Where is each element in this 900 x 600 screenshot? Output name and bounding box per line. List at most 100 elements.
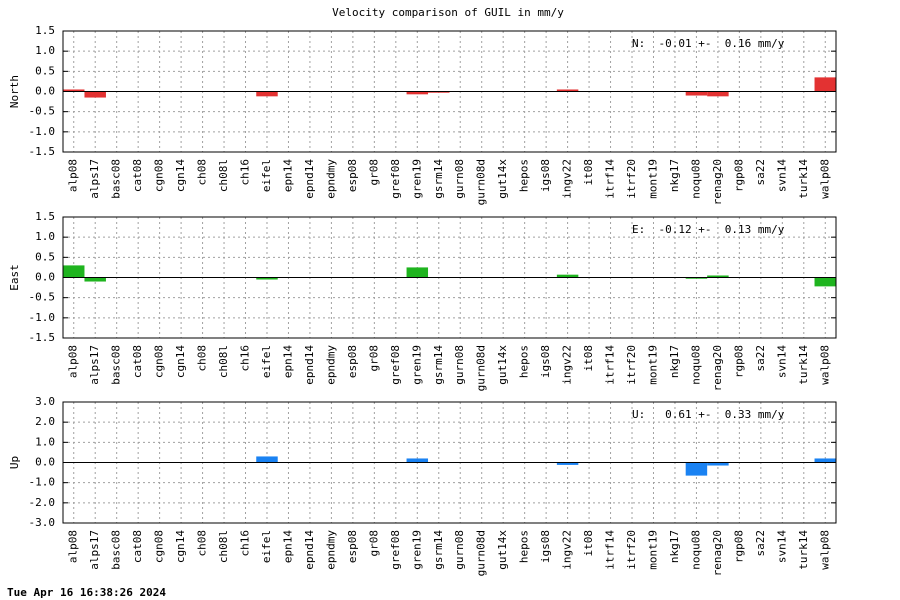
x-tick-label: gurn08d — [475, 530, 488, 576]
x-tick-label: turk14 — [797, 159, 810, 199]
x-tick-label: ch08 — [196, 345, 209, 372]
bar — [814, 458, 836, 463]
x-tick-label: gurn08 — [453, 159, 466, 199]
bar — [84, 277, 106, 282]
bar — [556, 274, 579, 278]
x-tick-label: svn14 — [775, 159, 788, 192]
x-tick-label: renag20 — [711, 530, 724, 576]
y-tick-label: -1.0 — [29, 311, 56, 324]
x-tick-label: alps17 — [88, 159, 101, 199]
x-tick-label: ingv22 — [561, 345, 574, 385]
x-tick-label: nkg17 — [668, 530, 681, 563]
bar — [707, 91, 729, 97]
bar — [256, 277, 278, 280]
x-tick-label: renag20 — [711, 159, 724, 205]
x-tick-label: sa22 — [754, 530, 767, 557]
x-tick-label: walp08 — [818, 530, 831, 570]
bar — [406, 91, 429, 95]
bar — [256, 456, 278, 463]
y-tick-label: -1.5 — [29, 145, 56, 158]
bar — [84, 91, 106, 98]
x-tick-label: cgn08 — [153, 530, 166, 563]
y-tick-label: -3.0 — [29, 516, 56, 529]
y-tick-label: 0.0 — [35, 271, 55, 284]
annotation: U: 0.61 +- 0.33 mm/y — [632, 408, 785, 421]
y-axis-label: Up — [8, 456, 21, 469]
x-tick-label: ch08l — [217, 159, 230, 192]
x-tick-label: gurn08d — [475, 159, 488, 205]
x-tick-label: ingv22 — [561, 530, 574, 570]
bar — [63, 89, 85, 92]
y-tick-label: 2.0 — [35, 415, 55, 428]
bar — [707, 275, 729, 278]
x-tick-label: eifel — [260, 530, 273, 563]
y-tick-label: -0.5 — [29, 291, 56, 304]
x-tick-label: ch16 — [239, 159, 252, 186]
y-tick-label: -0.5 — [29, 105, 56, 118]
x-tick-label: basc08 — [110, 345, 123, 385]
x-tick-label: gurn08d — [475, 345, 488, 391]
x-tick-label: alps17 — [88, 530, 101, 570]
x-tick-label: svn14 — [775, 530, 788, 563]
x-tick-label: ch16 — [239, 345, 252, 372]
x-tick-label: nkg17 — [668, 159, 681, 192]
x-tick-label: esp08 — [346, 530, 359, 563]
x-tick-label: gr08 — [367, 530, 380, 557]
bar — [428, 91, 450, 93]
x-tick-label: turk14 — [797, 345, 810, 385]
x-tick-label: itrf20 — [625, 530, 638, 570]
x-tick-label: gref08 — [389, 530, 402, 570]
x-tick-label: it08 — [582, 345, 595, 372]
x-tick-label: gurn08 — [453, 530, 466, 570]
x-tick-label: mont19 — [646, 159, 659, 199]
x-tick-label: ch08 — [196, 159, 209, 186]
x-tick-label: cgn14 — [174, 159, 187, 192]
y-tick-label: -1.0 — [29, 476, 56, 489]
x-tick-label: hepos — [518, 345, 531, 378]
footer-timestamp: Tue Apr 16 16:38:26 2024 — [7, 586, 166, 599]
x-tick-label: gsrm14 — [432, 345, 445, 385]
x-tick-label: cgn08 — [153, 345, 166, 378]
bar — [63, 265, 85, 278]
x-tick-label: gren19 — [410, 159, 423, 199]
x-tick-label: gr08 — [367, 345, 380, 372]
x-tick-label: gref08 — [389, 159, 402, 199]
x-tick-label: gurn08 — [453, 345, 466, 385]
x-tick-label: eifel — [260, 159, 273, 192]
x-tick-label: gref08 — [389, 345, 402, 385]
x-tick-label: itrf14 — [604, 345, 617, 385]
x-tick-label: epnd14 — [303, 345, 316, 385]
x-tick-label: gut14x — [496, 345, 509, 385]
x-tick-label: cgn14 — [174, 530, 187, 563]
x-tick-label: alp08 — [67, 345, 80, 378]
x-tick-label: noqu08 — [689, 159, 702, 199]
x-tick-label: hepos — [518, 530, 531, 563]
x-tick-label: ch08l — [217, 530, 230, 563]
x-tick-label: epndmy — [324, 530, 337, 570]
x-tick-label: rgp08 — [732, 159, 745, 192]
x-tick-label: noqu08 — [689, 345, 702, 385]
y-tick-label: 0.5 — [35, 64, 55, 77]
bar — [406, 267, 429, 278]
x-tick-label: gren19 — [410, 530, 423, 570]
x-tick-label: svn14 — [775, 345, 788, 378]
bar — [556, 89, 579, 92]
x-tick-label: cat08 — [131, 159, 144, 192]
x-tick-label: alps17 — [88, 345, 101, 385]
x-tick-label: ch16 — [239, 530, 252, 557]
x-tick-label: cgn08 — [153, 159, 166, 192]
annotation: N: -0.01 +- 0.16 mm/y — [632, 37, 785, 50]
x-tick-label: epnd14 — [303, 159, 316, 199]
x-tick-label: igs08 — [539, 530, 552, 563]
x-tick-label: cgn14 — [174, 345, 187, 378]
x-tick-label: ch08 — [196, 530, 209, 557]
x-tick-label: itrf14 — [604, 530, 617, 570]
x-tick-label: alp08 — [67, 159, 80, 192]
x-tick-label: igs08 — [539, 345, 552, 378]
x-tick-label: epn14 — [281, 530, 294, 563]
x-tick-label: cat08 — [131, 345, 144, 378]
x-tick-label: ingv22 — [561, 159, 574, 199]
y-tick-label: 3.0 — [35, 395, 55, 408]
x-tick-label: mont19 — [646, 345, 659, 385]
y-tick-label: -1.0 — [29, 125, 56, 138]
